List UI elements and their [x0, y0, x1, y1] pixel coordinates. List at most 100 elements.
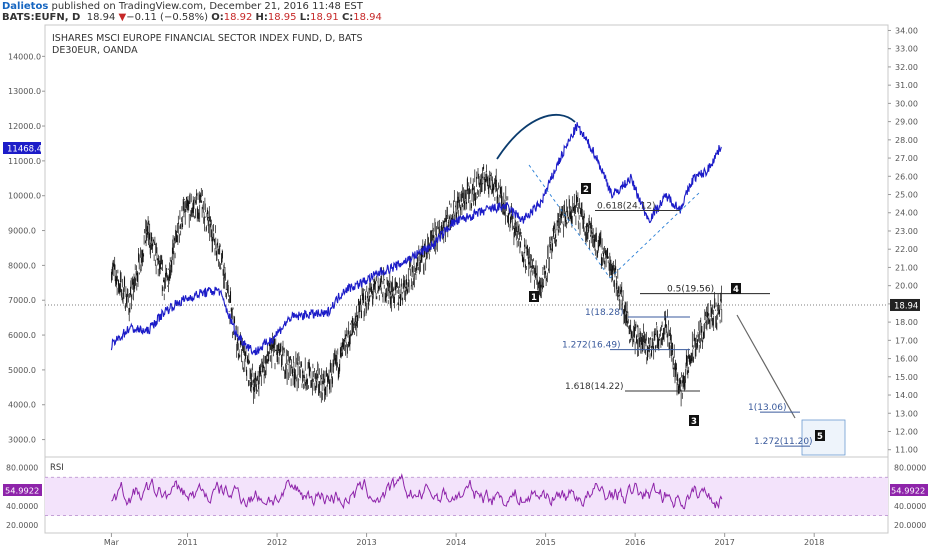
time-tick-label: 2015: [535, 538, 555, 547]
last-price: 18.94: [86, 12, 116, 23]
rsi-line: [111, 473, 723, 510]
time-tick-label: 2014: [446, 538, 466, 547]
wave-label: 3: [691, 417, 697, 427]
dashed-trendline-2[interactable]: [609, 191, 701, 279]
right-tick-label: 24.00: [895, 209, 918, 218]
right-tick-label: 23.00: [895, 227, 918, 236]
low-value: 18.91: [310, 12, 339, 23]
left-tick-label: 11000.0: [8, 157, 41, 166]
right-axis[interactable]: 34.00 33.00 32.00 31.00 30.00 29.00 28.00 27.00…: [888, 26, 918, 455]
wave-label-box: [529, 291, 539, 302]
left-tick-label: 5000.0: [8, 366, 36, 375]
wave-label: 2: [583, 185, 589, 195]
projection-line[interactable]: [736, 314, 796, 419]
left-tick-label: 14000.0: [8, 52, 41, 61]
fib-label: 1.272(16.49): [562, 341, 621, 351]
wave-label-box: [815, 430, 825, 441]
wave-label: 1: [531, 293, 537, 303]
publisher-name[interactable]: Dalietos: [2, 1, 49, 12]
left-tick-label: 6000.0: [8, 331, 36, 340]
fib-label: 1(13.06): [748, 403, 787, 413]
time-tick-label: 2013: [356, 538, 376, 547]
rsi-right-badge: [890, 484, 928, 496]
time-tick-label: Mar: [104, 538, 120, 547]
rsi-right-tick-label: 80.0000: [894, 464, 926, 473]
dashed-trendline-1[interactable]: [528, 164, 611, 279]
right-tick-label: 26.00: [895, 172, 918, 181]
fib-label: 0.618(24.12): [597, 202, 656, 212]
wave-label-box: [731, 283, 741, 294]
fib-label: 1.618(14.22): [565, 382, 624, 392]
main-pane-subtitle: DE30EUR, OANDA: [52, 45, 138, 56]
right-last-badge-text: 18.94: [894, 301, 918, 311]
open-value: 18.92: [223, 12, 253, 23]
eufn-bars: [111, 164, 723, 407]
fib-levels[interactable]: 0.618(24.12) 0.5(19.56) 1(18.28) 1.272(16.4…: [562, 202, 813, 448]
price-change: −0.11 (−0.58%): [126, 12, 209, 23]
symbol-label: BATS:EUFN, D: [2, 12, 81, 23]
main-pane-title: ISHARES MSCI EUROPE FINANCIAL SECTOR IND…: [52, 33, 363, 44]
time-axis[interactable]: Mar 2011 2012 2013 2014 2015 2016 2017 2018: [104, 533, 824, 547]
left-axis[interactable]: 14000.0 13000.0 12000.0 11000.0 10000.0 9000.…: [8, 52, 45, 445]
down-arrow-icon: ▼: [118, 12, 127, 23]
fib-label: 0.5(19.56): [667, 285, 714, 295]
wave-label-box: [581, 183, 591, 194]
rsi-tick-label: 20.0000: [6, 521, 38, 530]
time-tick-label: 2011: [177, 538, 197, 547]
right-tick-label: 18.00: [895, 318, 918, 327]
rsi-title: RSI: [50, 463, 64, 473]
rsi-left-badge-text: 54.9922: [5, 486, 39, 496]
right-tick-label: 21.00: [895, 263, 918, 272]
right-tick-label: 22.00: [895, 245, 918, 254]
right-tick-label: 27.00: [895, 154, 918, 163]
right-tick-label: 17.00: [895, 336, 918, 345]
right-tick-label: 12.00: [895, 427, 918, 436]
right-tick-label: 33.00: [895, 45, 918, 54]
left-tick-label: 12000.0: [8, 122, 41, 131]
left-tick-label: 4000.0: [8, 401, 36, 410]
wave-label: 4: [733, 285, 739, 295]
right-tick-label: 20.00: [895, 282, 918, 291]
right-tick-label: 16.00: [895, 355, 918, 364]
left-last-badge-text: 11468.4: [7, 145, 42, 155]
time-tick-label: 2017: [714, 538, 734, 547]
right-tick-label: 11.00: [895, 446, 918, 455]
right-tick-label: 29.00: [895, 118, 918, 127]
right-tick-label: 13.00: [895, 409, 918, 418]
left-tick-label: 8000.0: [8, 261, 36, 270]
right-tick-label: 32.00: [895, 63, 918, 72]
wave-labels[interactable]: 1 2 3 4 5: [529, 183, 825, 442]
left-tick-label: 10000.0: [8, 192, 41, 201]
left-tick-label: 9000.0: [8, 227, 36, 236]
wave-label-box: [689, 415, 699, 426]
right-tick-label: 25.00: [895, 191, 918, 200]
rsi-right-tick-label: 40.0000: [894, 502, 926, 511]
main-pane-frame: [44, 24, 889, 458]
close-value: 18.94: [353, 12, 382, 23]
left-last-badge: [3, 142, 41, 154]
right-tick-label: 31.00: [895, 81, 918, 90]
right-tick-label: 34.00: [895, 26, 918, 35]
price-chart[interactable]: 14000.013000.012000.011000.010000.09000.…: [0, 24, 932, 550]
right-last-badge: [890, 298, 920, 311]
arc-drawing[interactable]: [496, 113, 576, 160]
high-value: 18.95: [267, 12, 297, 23]
left-tick-label: 13000.0: [8, 87, 41, 96]
eufn-series: [111, 164, 723, 407]
rsi-band: [45, 477, 888, 516]
fib-label: 1.272(11.20): [754, 437, 813, 447]
fib-label: 1(18.28): [585, 308, 624, 318]
rsi-right-tick-label: 20.0000: [894, 521, 926, 530]
publish-info: Dalietos published on TradingView.com, D…: [2, 1, 363, 12]
left-tick-label: 3000.0: [8, 436, 36, 445]
left-tick-label: 7000.0: [8, 296, 36, 305]
rsi-tick-label: 40.0000: [6, 502, 38, 511]
rsi-tick-label: 80.0000: [6, 464, 38, 473]
time-tick-label: 2016: [625, 538, 645, 547]
right-tick-label: 14.00: [895, 391, 918, 400]
published-text: published on TradingView.com, December 2…: [51, 1, 363, 12]
rsi-right-badge-text: 54.9922: [891, 486, 925, 496]
time-tick-label: 2018: [804, 538, 824, 547]
wave-label: 5: [817, 432, 823, 442]
right-tick-label: 15.00: [895, 373, 918, 382]
